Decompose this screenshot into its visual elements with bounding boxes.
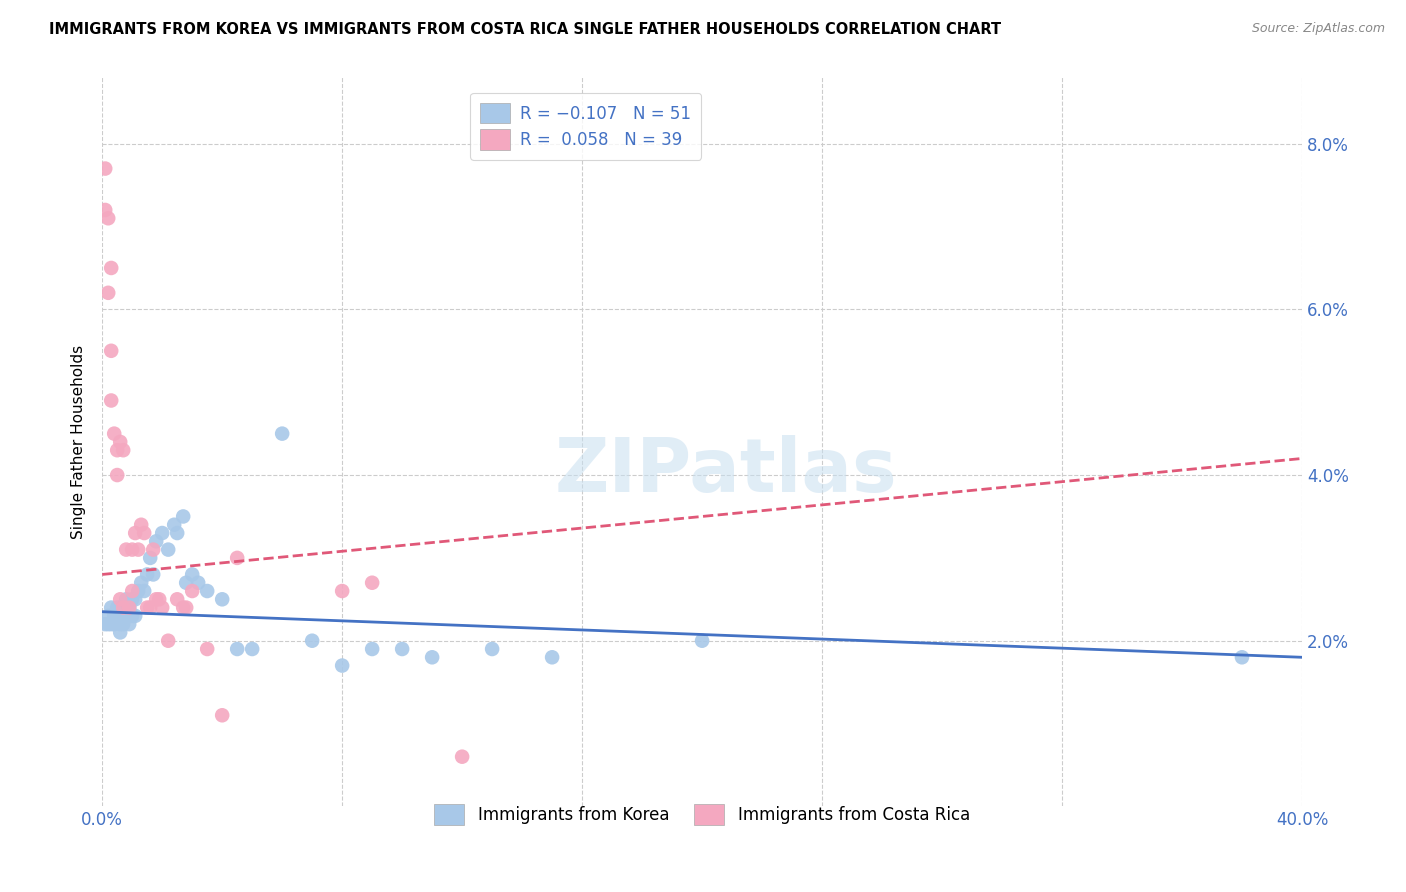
Point (108, 617, 131, 632)
Point (100, 343, 122, 358)
Point (97, 211, 120, 226)
Point (211, 592, 233, 607)
Point (301, 633, 323, 648)
Point (391, 642, 413, 657)
Point (240, 642, 263, 657)
Point (97, 608, 120, 623)
Point (108, 434, 131, 449)
Point (163, 517, 186, 532)
Point (124, 608, 146, 623)
Point (118, 617, 141, 632)
Point (145, 534, 167, 549)
Point (690, 633, 713, 648)
Point (181, 567, 204, 582)
Point (127, 542, 149, 557)
Point (115, 608, 138, 623)
Point (148, 592, 170, 607)
Point (105, 468, 128, 483)
Point (174, 575, 197, 590)
Point (451, 749, 474, 764)
Point (100, 600, 122, 615)
Point (105, 443, 128, 458)
Point (195, 584, 218, 599)
Point (187, 575, 209, 590)
Point (103, 426, 125, 441)
Point (115, 592, 138, 607)
Point (129, 517, 152, 532)
Point (94, 617, 117, 632)
Point (330, 658, 353, 673)
Point (150, 600, 173, 615)
Point (481, 642, 503, 657)
Point (361, 575, 384, 590)
Point (134, 526, 156, 541)
Point (118, 600, 141, 615)
Point (121, 608, 143, 623)
Point (142, 542, 165, 557)
Point (108, 592, 131, 607)
Point (157, 633, 180, 648)
Point (139, 550, 162, 565)
Point (541, 650, 564, 665)
Point (142, 567, 165, 582)
Point (172, 600, 194, 615)
Point (112, 608, 135, 623)
Text: IMMIGRANTS FROM KOREA VS IMMIGRANTS FROM COSTA RICA SINGLE FATHER HOUSEHOLDS COR: IMMIGRANTS FROM KOREA VS IMMIGRANTS FROM… (49, 22, 1001, 37)
Point (1230, 650, 1253, 665)
Point (136, 600, 159, 615)
Point (361, 642, 384, 657)
Point (145, 592, 167, 607)
Point (330, 584, 353, 599)
Point (129, 575, 152, 590)
Point (195, 642, 218, 657)
Point (211, 708, 233, 723)
Point (97, 617, 120, 632)
Point (108, 600, 131, 615)
Point (115, 542, 138, 557)
Point (181, 584, 204, 599)
Y-axis label: Single Father Households: Single Father Households (72, 345, 86, 539)
Point (174, 600, 197, 615)
Point (112, 600, 135, 615)
Point (108, 625, 131, 640)
Point (121, 584, 143, 599)
Point (105, 600, 128, 615)
Point (172, 509, 194, 524)
Point (127, 584, 149, 599)
Point (124, 592, 146, 607)
Text: ZIPatlas: ZIPatlas (555, 434, 897, 508)
Point (139, 600, 162, 615)
Point (94, 161, 117, 176)
Point (166, 526, 188, 541)
Point (124, 526, 146, 541)
Point (100, 393, 122, 408)
Point (105, 608, 128, 623)
Point (100, 260, 122, 275)
Point (112, 443, 135, 458)
Point (118, 600, 141, 615)
Point (150, 526, 173, 541)
Point (271, 426, 294, 441)
Point (157, 542, 180, 557)
Point (121, 592, 143, 607)
Point (420, 650, 443, 665)
Point (112, 617, 135, 632)
Point (94, 202, 117, 217)
Legend: Immigrants from Korea, Immigrants from Costa Rica: Immigrants from Korea, Immigrants from C… (425, 794, 980, 835)
Text: Source: ZipAtlas.com: Source: ZipAtlas.com (1251, 22, 1385, 36)
Point (166, 592, 188, 607)
Point (100, 617, 122, 632)
Point (226, 550, 249, 565)
Point (103, 608, 125, 623)
Point (97, 285, 120, 300)
Point (121, 542, 143, 557)
Point (226, 642, 249, 657)
Point (103, 617, 125, 632)
Point (134, 584, 156, 599)
Point (136, 567, 159, 582)
